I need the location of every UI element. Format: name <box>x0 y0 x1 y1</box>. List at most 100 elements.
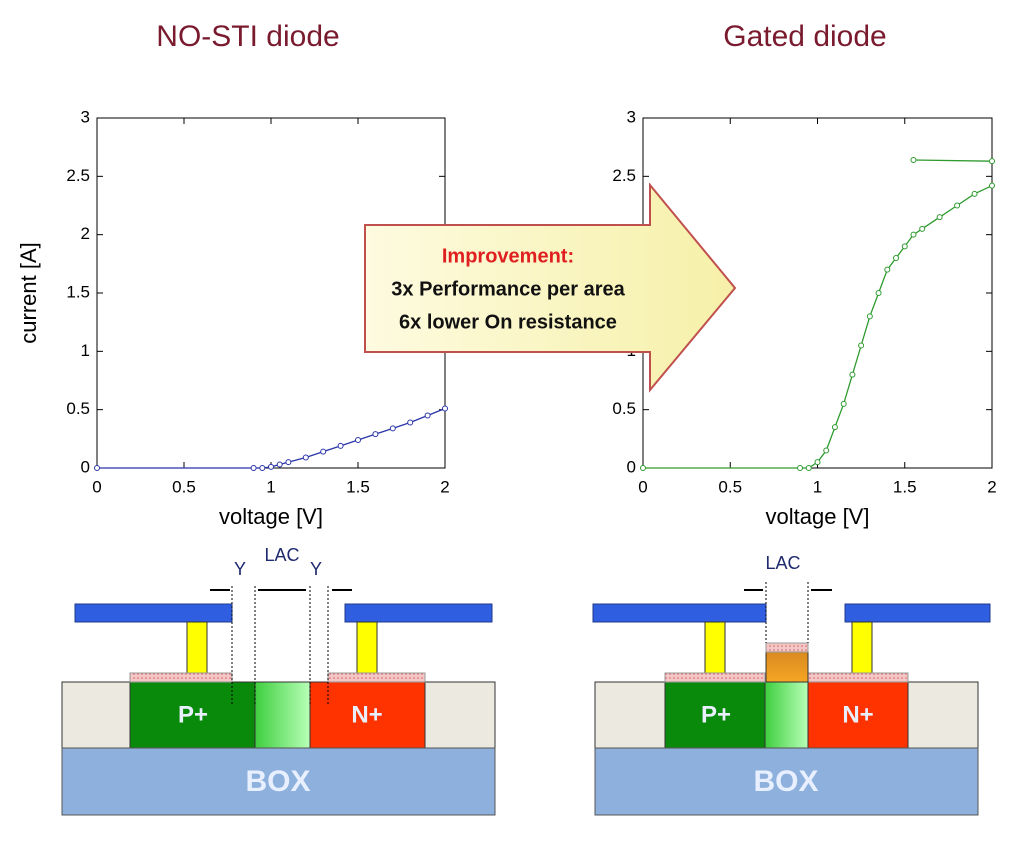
x-tick-label: 1.5 <box>346 477 370 496</box>
x-tick-label: 0.5 <box>718 477 742 496</box>
label: P+ <box>701 701 731 728</box>
silicide <box>327 672 426 683</box>
lac-region <box>254 681 311 749</box>
y-tick-label: 1.5 <box>66 282 90 301</box>
label: P+ <box>178 701 208 728</box>
point <box>884 266 891 273</box>
point <box>866 313 873 320</box>
y-tick-label: 2 <box>81 224 90 243</box>
point <box>302 454 309 461</box>
point <box>919 225 926 232</box>
label: N+ <box>842 701 873 728</box>
x-axis-label: voltage [V] <box>766 504 870 529</box>
contact <box>704 621 726 674</box>
point <box>442 405 448 412</box>
y-tick-label: 3 <box>627 107 636 126</box>
point <box>858 342 865 349</box>
point <box>94 465 100 471</box>
label: LAC <box>765 553 800 573</box>
x-tick-label: 0 <box>92 477 101 496</box>
box <box>61 747 496 816</box>
series-line <box>97 407 446 469</box>
silicide <box>765 642 809 653</box>
label: BOX <box>753 765 818 798</box>
gate <box>765 651 809 683</box>
point <box>814 459 821 466</box>
label: N+ <box>351 701 382 728</box>
point <box>407 419 414 426</box>
box <box>594 747 979 816</box>
label: Y <box>310 559 322 579</box>
callout-title: Improvement: <box>442 245 574 267</box>
contact <box>851 621 873 674</box>
lac-region <box>764 681 809 749</box>
y-tick-label: 1 <box>81 341 90 360</box>
callout-line: 6x lower On resistance <box>399 311 617 333</box>
point <box>355 437 361 443</box>
point <box>831 424 838 431</box>
point <box>936 214 943 221</box>
silicide <box>807 672 909 683</box>
x-tick-label: 1 <box>266 477 275 496</box>
point <box>989 182 995 189</box>
x-axis-label: voltage [V] <box>219 504 323 529</box>
metal <box>844 603 991 623</box>
point <box>910 231 917 238</box>
label: BOX <box>245 765 310 798</box>
point <box>337 442 344 449</box>
silicide <box>129 672 233 683</box>
p-region <box>664 681 766 749</box>
point <box>259 465 266 471</box>
y-tick-label: 0.5 <box>612 399 636 418</box>
x-tick-label: 1.5 <box>893 477 917 496</box>
y-tick-label: 0 <box>81 457 90 476</box>
point <box>250 465 257 471</box>
silicide <box>664 672 766 683</box>
y-axis-label: current [A] <box>16 242 41 343</box>
p-region <box>129 681 256 749</box>
point <box>823 447 830 454</box>
diagram-right: LAC P+ N+ BOX <box>592 553 991 816</box>
contact <box>356 621 378 674</box>
y-tick-label: 2.5 <box>66 166 90 185</box>
point <box>849 371 856 378</box>
point <box>805 465 812 471</box>
metal <box>74 603 233 623</box>
x-tick-label: 0 <box>638 477 647 496</box>
point <box>389 425 396 432</box>
metal <box>344 603 493 623</box>
x-tick-label: 2 <box>440 477 449 496</box>
series-line <box>913 159 993 162</box>
y-tick-label: 0.5 <box>66 399 90 418</box>
point <box>276 461 283 468</box>
callout-line: 3x Performance per area <box>391 278 625 300</box>
point <box>285 459 292 466</box>
point <box>989 158 995 165</box>
diagram-left: Y LAC Y P+ N+ BOX <box>61 545 496 816</box>
contact <box>186 621 208 674</box>
x-tick-label: 2 <box>987 477 996 496</box>
point <box>840 400 847 407</box>
point <box>971 190 978 197</box>
point <box>372 431 379 438</box>
x-tick-label: 0.5 <box>172 477 196 496</box>
x-tick-label: 1 <box>813 477 822 496</box>
point <box>954 202 961 209</box>
label: Y <box>234 559 246 579</box>
point <box>640 465 646 471</box>
point <box>901 243 908 250</box>
dims <box>765 582 809 643</box>
metal <box>592 603 767 623</box>
point <box>893 255 900 261</box>
point <box>910 157 917 163</box>
point <box>875 290 882 296</box>
label: LAC <box>264 545 299 565</box>
arrow-shape <box>364 182 737 393</box>
charts: NO-STI diode 0 0.5 1 1.5 2 0 0.5 1 1.5 2 2.5 3 voltag… <box>16 20 997 529</box>
y-tick-label: 3 <box>81 107 90 126</box>
point <box>320 448 327 455</box>
y-tick-label: 0 <box>627 457 636 476</box>
point <box>268 463 274 470</box>
